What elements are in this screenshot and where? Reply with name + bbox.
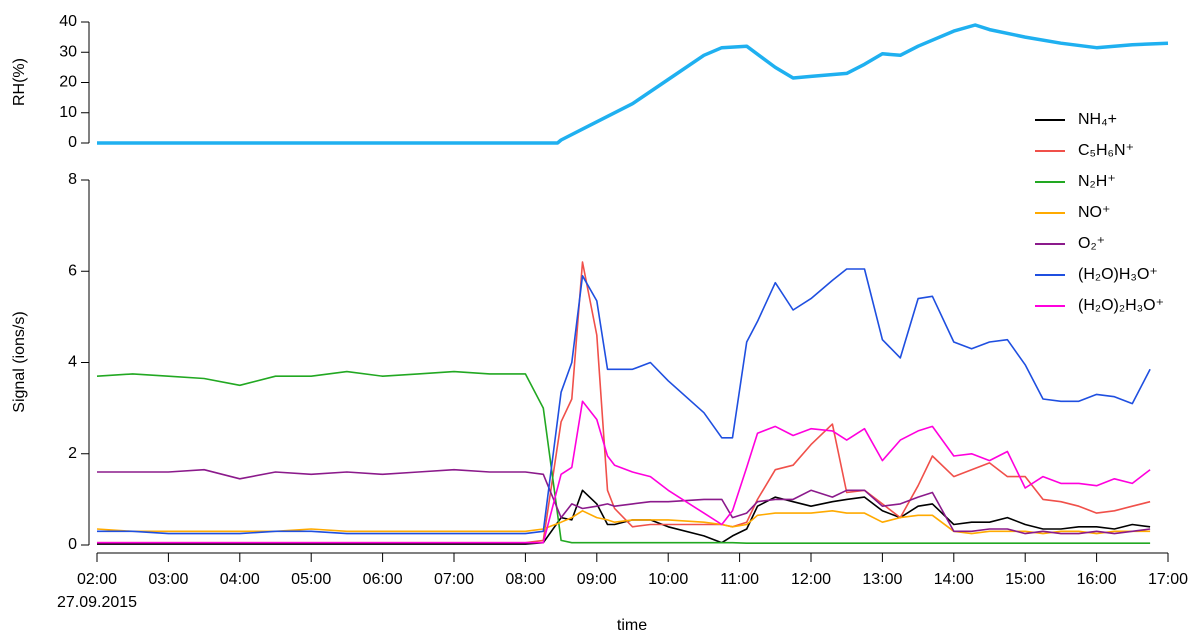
y-tick-label: 0 <box>68 536 77 553</box>
x-tick-label: 07:00 <box>434 571 474 588</box>
x-tick-label: 03:00 <box>148 571 188 588</box>
x-tick-label: 11:00 <box>720 571 759 588</box>
y-tick-label: 10 <box>59 104 77 121</box>
y-tick-label: 40 <box>59 13 77 30</box>
y-tick-label: 0 <box>68 134 77 151</box>
series-line <box>97 23 1169 145</box>
x-tick-label: 02:00 <box>77 571 117 588</box>
x-tick-label: 14:00 <box>934 571 974 588</box>
series-line <box>97 468 1151 535</box>
legend-label: O₂⁺ <box>1078 235 1105 252</box>
y-tick-label: 8 <box>68 171 77 188</box>
y-tick-label: 20 <box>59 74 77 91</box>
legend-label: N₂H⁺ <box>1078 173 1116 190</box>
y-tick-label: 2 <box>68 445 77 462</box>
series-line <box>96 510 1151 535</box>
date-label: 27.09.2015 <box>57 594 137 611</box>
x-tick-label: 10:00 <box>648 571 688 588</box>
x-tick-label: 09:00 <box>577 571 617 588</box>
y-tick-label: 6 <box>68 262 77 279</box>
legend-label: (H₂O)H₃O⁺ <box>1078 266 1158 283</box>
series-line <box>97 400 1151 544</box>
legend-label: NO⁺ <box>1078 204 1110 221</box>
rh-axis-label: RH(%) <box>11 58 28 106</box>
x-tick-label: 08:00 <box>505 571 545 588</box>
series-line <box>97 489 1151 545</box>
series-line <box>97 268 1151 535</box>
x-tick-label: 06:00 <box>363 571 403 588</box>
x-axis-label: time <box>617 617 647 634</box>
x-tick-label: 05:00 <box>291 571 331 588</box>
y-tick-label: 4 <box>68 354 77 371</box>
x-tick-label: 13:00 <box>862 571 902 588</box>
x-tick-label: 12:00 <box>791 571 831 588</box>
x-tick-label: 17:00 <box>1148 571 1188 588</box>
series-line <box>97 261 1151 544</box>
y-tick-label: 30 <box>59 43 77 60</box>
series-line <box>96 370 1151 544</box>
x-tick-label: 15:00 <box>1005 571 1045 588</box>
legend-label: NH₄+ <box>1078 111 1117 128</box>
legend-label: (H₂O)₂H₃O⁺ <box>1078 297 1164 314</box>
legend-label: C₅H₆N⁺ <box>1078 142 1134 159</box>
x-tick-label: 16:00 <box>1077 571 1117 588</box>
signal-axis-label: Signal (ions/s) <box>11 311 28 412</box>
x-tick-label: 04:00 <box>220 571 260 588</box>
